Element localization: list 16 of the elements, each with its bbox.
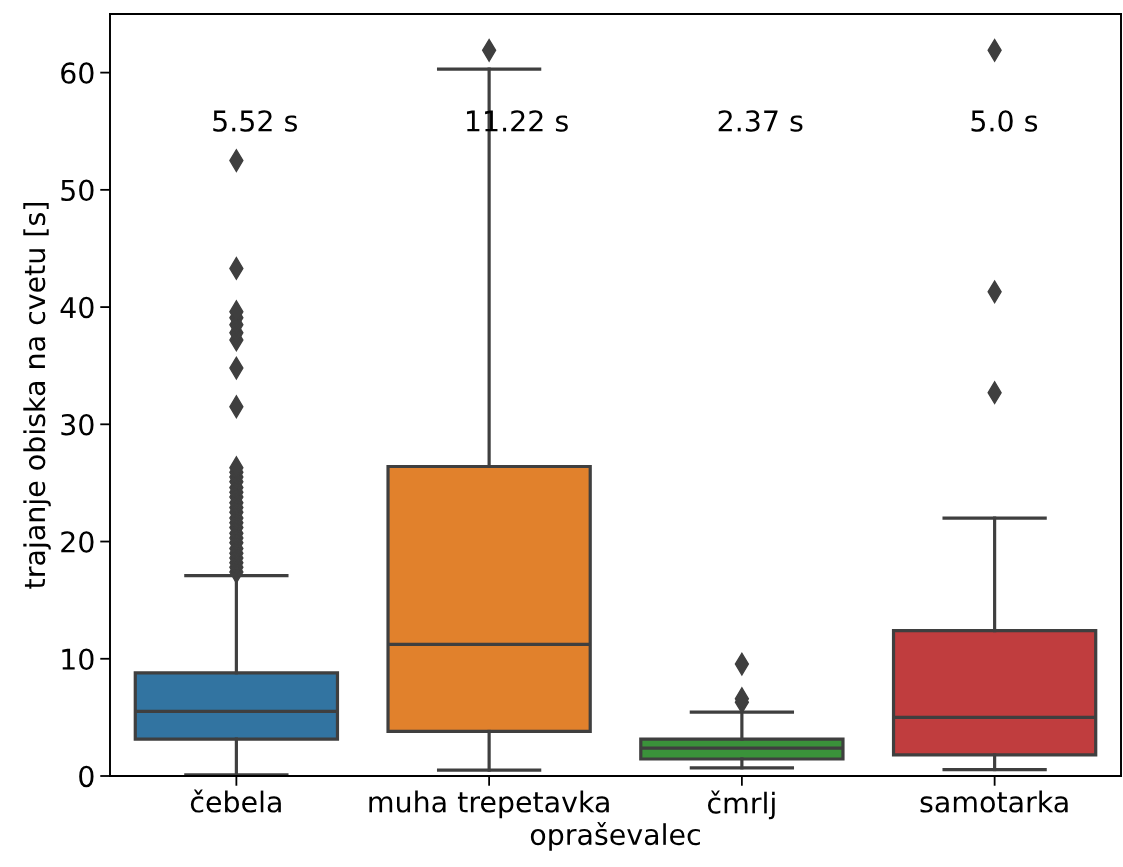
y-tick-label: 30 bbox=[61, 413, 94, 436]
y-tick-label: 50 bbox=[61, 179, 94, 202]
annotation: 5.52 s bbox=[213, 110, 297, 132]
x-tick-label: čebela bbox=[190, 789, 281, 813]
y-tick-label: 20 bbox=[61, 531, 94, 553]
x-axis-title: opraševalec bbox=[530, 822, 700, 851]
x-tick-label: samotarka bbox=[920, 790, 1068, 813]
y-axis-title: trajanje obiska na cvetu [s] bbox=[23, 203, 51, 589]
annotation: 5.0 s bbox=[971, 110, 1038, 132]
annotation: 2.37 s bbox=[718, 110, 803, 132]
y-tick-label: 0 bbox=[79, 765, 94, 788]
y-tick-label: 10 bbox=[62, 648, 94, 670]
x-tick-label: čmrlj bbox=[707, 790, 775, 820]
y-tick-label: 60 bbox=[61, 62, 94, 84]
x-tick-label: muha trepetavka bbox=[369, 790, 609, 819]
y-tick-label: 40 bbox=[60, 296, 94, 319]
